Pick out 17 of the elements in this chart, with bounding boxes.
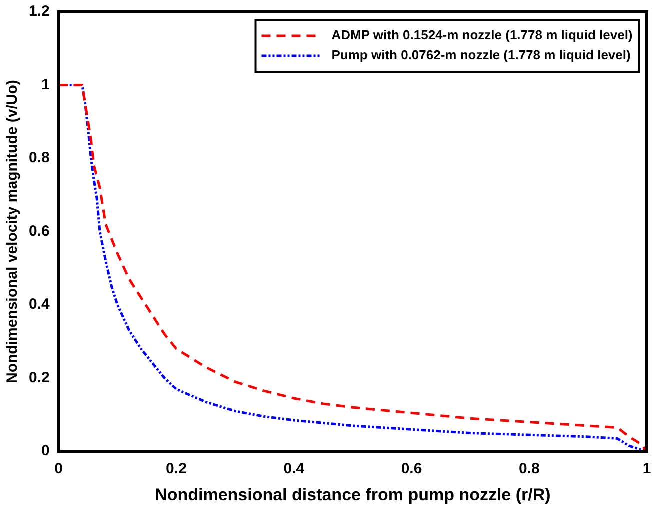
y-tick-label: 0.4 — [28, 296, 50, 314]
legend-label: Pump with 0.0762-m nozzle (1.778 m liquid level) — [332, 48, 631, 63]
y-tick-label: 0 — [42, 442, 50, 460]
legend-label: ADMP with 0.1524-m nozzle (1.778 m liquid level) — [332, 28, 633, 43]
y-tick-label: 1 — [42, 76, 50, 94]
x-tick-label: 0.2 — [166, 460, 187, 478]
y-axis-title: Nondimensional velocity magnitude (v/Uo) — [4, 80, 22, 384]
x-tick-label: 0.8 — [518, 460, 540, 478]
x-axis-title: Nondimensional distance from pump nozzle (r/R) — [155, 485, 551, 504]
x-tick-label: 0.6 — [401, 460, 422, 478]
y-tick-label: 0.8 — [28, 150, 50, 167]
x-tick-label: 0.4 — [284, 460, 306, 478]
x-tick-label: 0 — [54, 460, 64, 478]
y-tick-label: 0.2 — [28, 369, 50, 386]
x-tick-label: 1 — [642, 460, 652, 478]
y-tick-label: 0.6 — [28, 222, 50, 240]
y-tick-label: 1.2 — [28, 3, 50, 20]
